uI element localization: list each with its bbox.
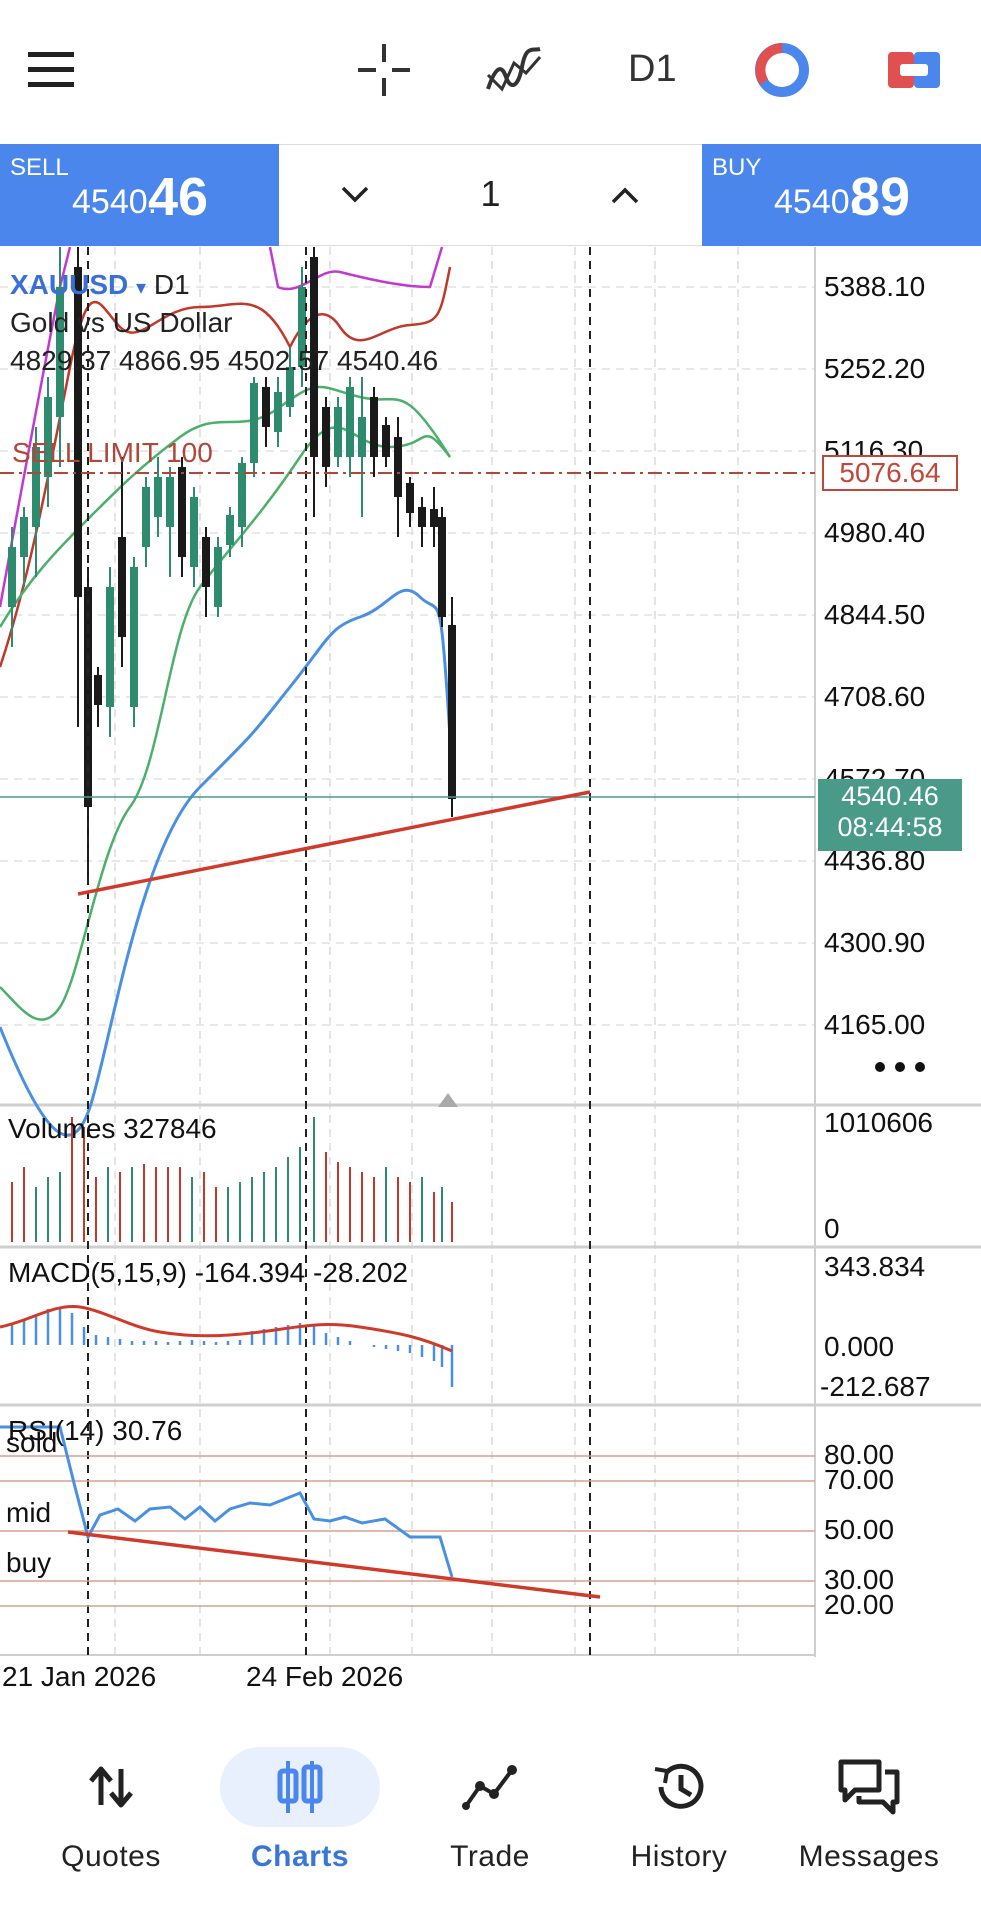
symbol-description: Gold vs US Dollar (10, 307, 233, 339)
date-axis-label: 21 Jan 2026 (2, 1661, 156, 1693)
sell-price-prefix: 4540. (72, 183, 157, 222)
buy-button[interactable]: BUY 4540. 89 (702, 144, 981, 246)
chevron-up-icon[interactable] (595, 165, 655, 225)
macd-axis-label: -212.687 (820, 1371, 931, 1403)
rsi-trendline[interactable] (68, 1532, 600, 1597)
nav-label: Messages (774, 1840, 964, 1874)
more-horizontal-icon[interactable] (870, 1052, 930, 1082)
rsi-levels (0, 1456, 815, 1606)
symbol-name[interactable]: XAUUSD ▾ D1 (10, 269, 190, 301)
bar-countdown: 08:44:58 (818, 812, 962, 843)
volumes-axis-max: 1010606 (824, 1107, 933, 1139)
macd-axis-label: 0.000 (824, 1331, 894, 1363)
ma-slow-green (0, 427, 450, 1019)
one-click-trading-icon[interactable] (750, 38, 814, 102)
macd-title: MACD(5,15,9) -164.394 -28.202 (8, 1257, 408, 1289)
symbol-text: XAUUSD (10, 269, 128, 300)
quotes-icon (16, 1757, 206, 1817)
hamburger-menu-icon[interactable] (20, 38, 84, 102)
chevron-down-icon[interactable]: ▾ (136, 277, 146, 299)
top-toolbar: D1 (0, 0, 981, 142)
candlesticks (8, 247, 456, 877)
ma-fast-blue (0, 590, 450, 1135)
rsi-line (0, 1427, 452, 1577)
price-axis-label: 4708.60 (824, 681, 925, 713)
volumes-title: Volumes 327846 (8, 1113, 217, 1145)
nav-charts[interactable]: Charts (205, 1735, 395, 1920)
volumes-axis-min: 0 (824, 1213, 840, 1245)
upper-band-magenta-right (270, 247, 442, 289)
nav-label: History (584, 1840, 774, 1874)
date-axis-label: 24 Feb 2026 (246, 1661, 403, 1693)
rsi-axis-label: 70.00 (824, 1464, 894, 1496)
macd-axis-label: 343.834 (824, 1251, 925, 1283)
price-axis-label: 5388.10 (824, 271, 925, 303)
rsi-annotation-sold: sold (6, 1427, 57, 1459)
macd-signal-line (0, 1306, 452, 1351)
charts-icon (205, 1757, 395, 1817)
timeframe-button[interactable]: D1 (628, 48, 677, 91)
one-click-trade-panel: SELL 4540. 46 1 BUY 4540. 89 (0, 144, 981, 246)
buy-price-prefix: 4540. (774, 183, 859, 222)
crosshair-icon[interactable] (352, 38, 416, 102)
lot-stepper: 1 (279, 144, 702, 246)
nav-history[interactable]: History (584, 1735, 774, 1920)
rsi-annotation-mid: mid (6, 1497, 51, 1529)
sell-button[interactable]: SELL 4540. 46 (0, 144, 279, 246)
macd-histogram (12, 1307, 452, 1387)
history-icon (584, 1757, 774, 1817)
nav-trade[interactable]: Trade (395, 1735, 585, 1920)
trade-panel-toggle-icon[interactable] (882, 38, 946, 102)
nav-label: Trade (395, 1840, 585, 1874)
chart-canvas[interactable]: XAUUSD ▾ D1 Gold vs US Dollar 4829.37 48… (0, 247, 981, 1677)
rsi-axis-label: 50.00 (824, 1514, 894, 1546)
nav-label: Charts (205, 1840, 395, 1874)
sell-limit-label: SELL LIMIT 100 (12, 437, 213, 469)
nav-messages[interactable]: Messages (774, 1735, 964, 1920)
sell-limit-price-tag[interactable]: 5076.64 (822, 455, 958, 491)
support-trendline[interactable] (78, 792, 590, 894)
buy-price-pips: 89 (850, 166, 910, 228)
buy-label: BUY (712, 154, 761, 182)
price-axis-label: 4980.40 (824, 517, 925, 549)
price-axis-label: 5252.20 (824, 353, 925, 385)
sell-price-pips: 46 (148, 166, 208, 228)
ohlc-values: 4829.37 4866.95 4502.57 4540.46 (10, 345, 438, 377)
trade-icon (395, 1757, 585, 1817)
price-axis-label: 4300.90 (824, 927, 925, 959)
current-price-value: 4540.46 (818, 781, 962, 812)
ma-mid-green (0, 387, 450, 627)
price-axis-label: 4844.50 (824, 599, 925, 631)
rsi-axis-label: 20.00 (824, 1589, 894, 1621)
chart-timeframe: D1 (154, 269, 190, 300)
scroll-triangle-icon[interactable] (438, 1093, 458, 1107)
messages-icon (774, 1757, 964, 1817)
current-price-tag: 4540.46 08:44:58 (818, 779, 962, 851)
price-axis-label: 4165.00 (824, 1009, 925, 1041)
nav-label: Quotes (16, 1840, 206, 1874)
indicators-icon[interactable] (482, 38, 546, 102)
bottom-navigation: Quotes Charts Trade History Messages (0, 1735, 981, 1920)
nav-quotes[interactable]: Quotes (16, 1735, 206, 1920)
rsi-annotation-buy: buy (6, 1547, 51, 1579)
sell-label: SELL (10, 154, 69, 182)
